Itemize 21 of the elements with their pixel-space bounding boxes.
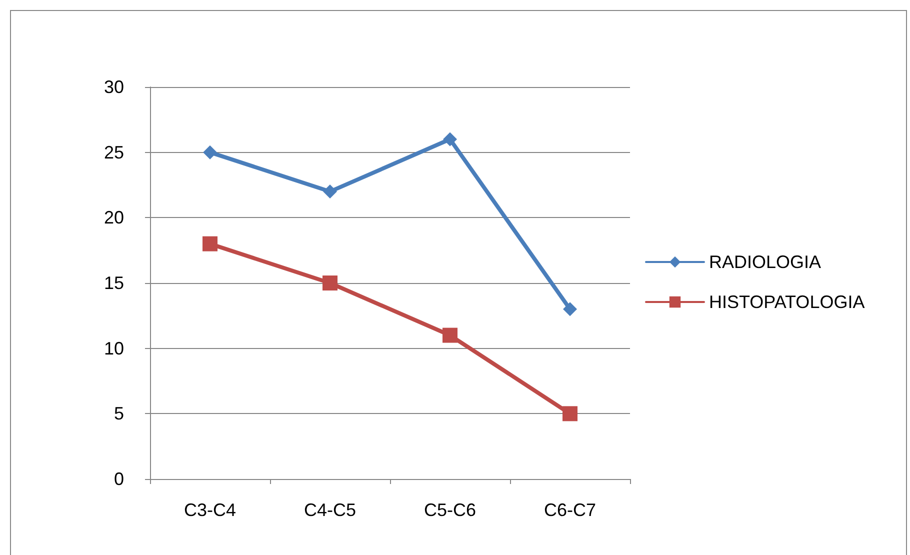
point	[563, 302, 577, 316]
y-tick-label: 15	[104, 273, 124, 293]
x-tick-label: C5-C6	[424, 500, 476, 520]
point	[323, 184, 337, 199]
y-tick-label: 5	[114, 404, 124, 424]
point	[322, 276, 338, 290]
point	[442, 328, 458, 343]
y-tick-label: 25	[104, 142, 124, 162]
y-tick-label: 30	[104, 77, 124, 97]
point	[202, 236, 218, 252]
legend-label: HISTOPATOLOGIA	[709, 292, 865, 312]
point	[443, 132, 457, 146]
x-tick-label: C3-C4	[184, 500, 236, 520]
y-tick-label: 10	[104, 338, 124, 358]
y-tick-label: 20	[104, 208, 124, 228]
point	[203, 145, 217, 160]
y-tick-label: 0	[114, 469, 124, 489]
x-tick-label: C6-C7	[544, 500, 596, 520]
point	[562, 406, 578, 422]
x-tick-label: C4-C5	[304, 500, 356, 520]
legend-label: RADIOLOGIA	[709, 252, 822, 272]
